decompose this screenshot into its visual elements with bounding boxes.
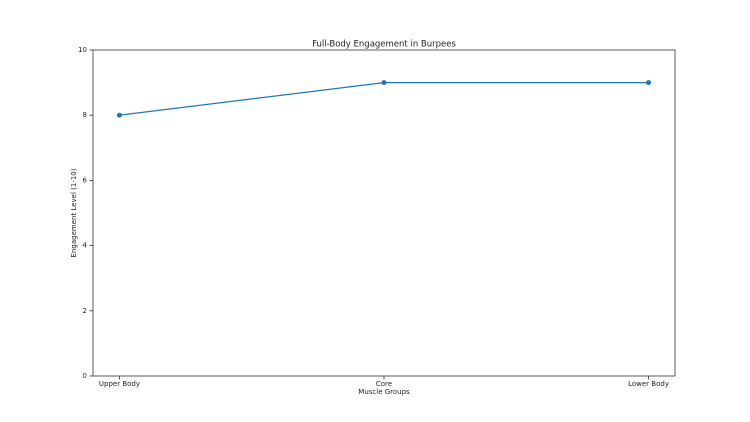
plot-frame <box>92 49 676 377</box>
y-axis-label: Engagement Level (1-10) <box>70 168 78 257</box>
y-tick-label: 10 <box>78 46 87 54</box>
y-tick-label: 8 <box>83 111 87 119</box>
chart-title: Full-Body Engagement in Burpees <box>312 40 456 50</box>
x-tick-label: Upper Body <box>99 380 140 388</box>
marker <box>646 80 652 86</box>
y-tick-label: 4 <box>83 242 88 250</box>
x-tick-label: Core <box>376 380 392 388</box>
y-tick-label: 0 <box>83 372 87 380</box>
marker <box>116 112 122 118</box>
x-axis-label: Muscle Groups <box>358 388 410 396</box>
y-tick-label: 2 <box>83 307 87 315</box>
x-tick-label: Lower Body <box>628 380 669 388</box>
marker <box>381 80 387 86</box>
y-tick-label: 6 <box>83 176 88 184</box>
line <box>119 82 649 116</box>
